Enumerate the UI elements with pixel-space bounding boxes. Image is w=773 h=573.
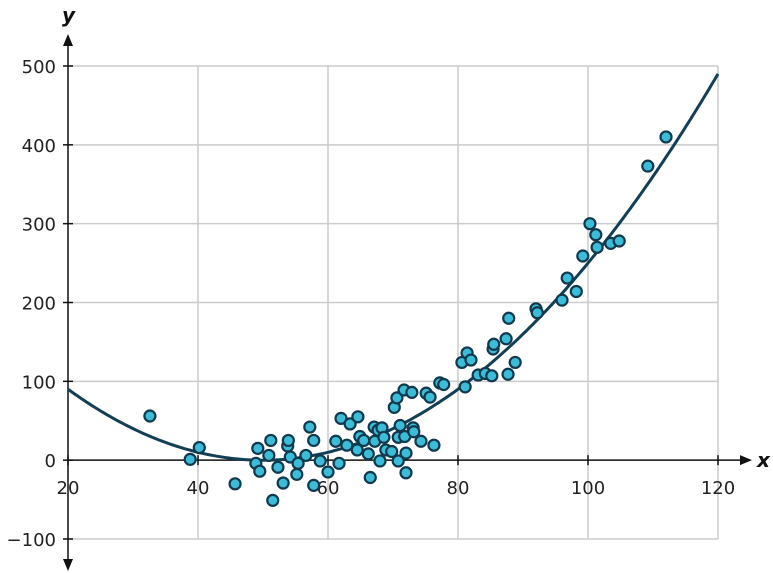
y-tick-label: 500 (22, 57, 56, 78)
data-point (357, 433, 371, 448)
data-point (385, 444, 399, 459)
data-point (351, 410, 365, 424)
data-point (363, 470, 377, 485)
x-tick-label: 80 (447, 478, 470, 499)
y-axis-arrow-down-icon (63, 559, 73, 571)
data-point (307, 478, 321, 492)
data-point (329, 434, 343, 448)
y-tick-label: 300 (22, 215, 56, 236)
y-tick-label: −100 (7, 530, 56, 551)
y-tick-label: 100 (22, 372, 56, 393)
data-point (659, 130, 673, 144)
y-tick-label: 400 (22, 136, 56, 157)
data-point (377, 430, 391, 444)
data-point (313, 454, 327, 468)
data-point (399, 466, 413, 480)
y-axis-label: y (62, 3, 76, 27)
data-point (290, 467, 304, 481)
data-point (464, 353, 478, 367)
axes (63, 34, 752, 571)
data-point (393, 418, 407, 433)
data-point (427, 438, 441, 452)
data-point (399, 446, 413, 460)
data-point (583, 217, 597, 231)
grid (68, 65, 719, 540)
data-point (458, 380, 472, 394)
y-tick-label: 0 (45, 451, 56, 472)
data-point (612, 234, 626, 248)
data-point (373, 454, 387, 468)
x-tick-label: 100 (571, 478, 605, 499)
data-point (266, 493, 280, 507)
data-point (332, 456, 346, 470)
x-axis-arrow-icon (740, 455, 752, 466)
data-points (143, 130, 673, 507)
data-point (423, 390, 437, 404)
data-point (343, 417, 357, 431)
data-point (340, 438, 354, 452)
data-point (508, 355, 522, 370)
data-point (281, 433, 295, 448)
data-point (569, 284, 583, 299)
data-point (641, 159, 655, 173)
x-tick-label: 40 (187, 478, 210, 499)
data-point (405, 385, 419, 399)
data-point (192, 440, 206, 455)
x-tick-label: 60 (317, 478, 340, 499)
data-point (303, 420, 317, 434)
data-point (530, 306, 544, 320)
data-point (299, 448, 313, 463)
data-point (414, 434, 428, 448)
data-point (576, 249, 590, 263)
data-point (291, 456, 305, 470)
x-tick-label: 120 (701, 478, 735, 499)
fit-curve (67, 73, 720, 462)
data-point (143, 409, 157, 423)
data-point (555, 293, 569, 307)
data-point (350, 443, 364, 457)
data-point (560, 271, 574, 285)
data-point (407, 425, 421, 439)
data-point (390, 391, 404, 405)
data-point (502, 311, 516, 325)
data-point (437, 377, 451, 392)
data-point (361, 447, 375, 461)
data-point (307, 433, 321, 448)
data-point (501, 367, 515, 381)
data-point (253, 464, 267, 478)
y-tick-label: 200 (22, 294, 56, 315)
data-point (271, 460, 285, 474)
x-tick-label: 20 (57, 478, 80, 499)
data-point (487, 337, 501, 351)
data-point (262, 448, 276, 463)
data-point (183, 452, 197, 466)
data-point (499, 332, 513, 346)
data-point (391, 454, 405, 468)
x-axis-label: x (756, 448, 771, 472)
data-point (590, 240, 604, 254)
y-axis-arrow-up-icon (63, 34, 73, 46)
tick-labels: 20 40 60 80 100 120 −100 0 100 200 300 400 500 (7, 57, 736, 551)
data-point (276, 476, 290, 490)
data-point (264, 433, 278, 448)
data-point (321, 465, 335, 479)
data-point (589, 228, 603, 242)
data-point (228, 477, 242, 491)
data-point (251, 441, 265, 455)
data-point (485, 369, 499, 383)
